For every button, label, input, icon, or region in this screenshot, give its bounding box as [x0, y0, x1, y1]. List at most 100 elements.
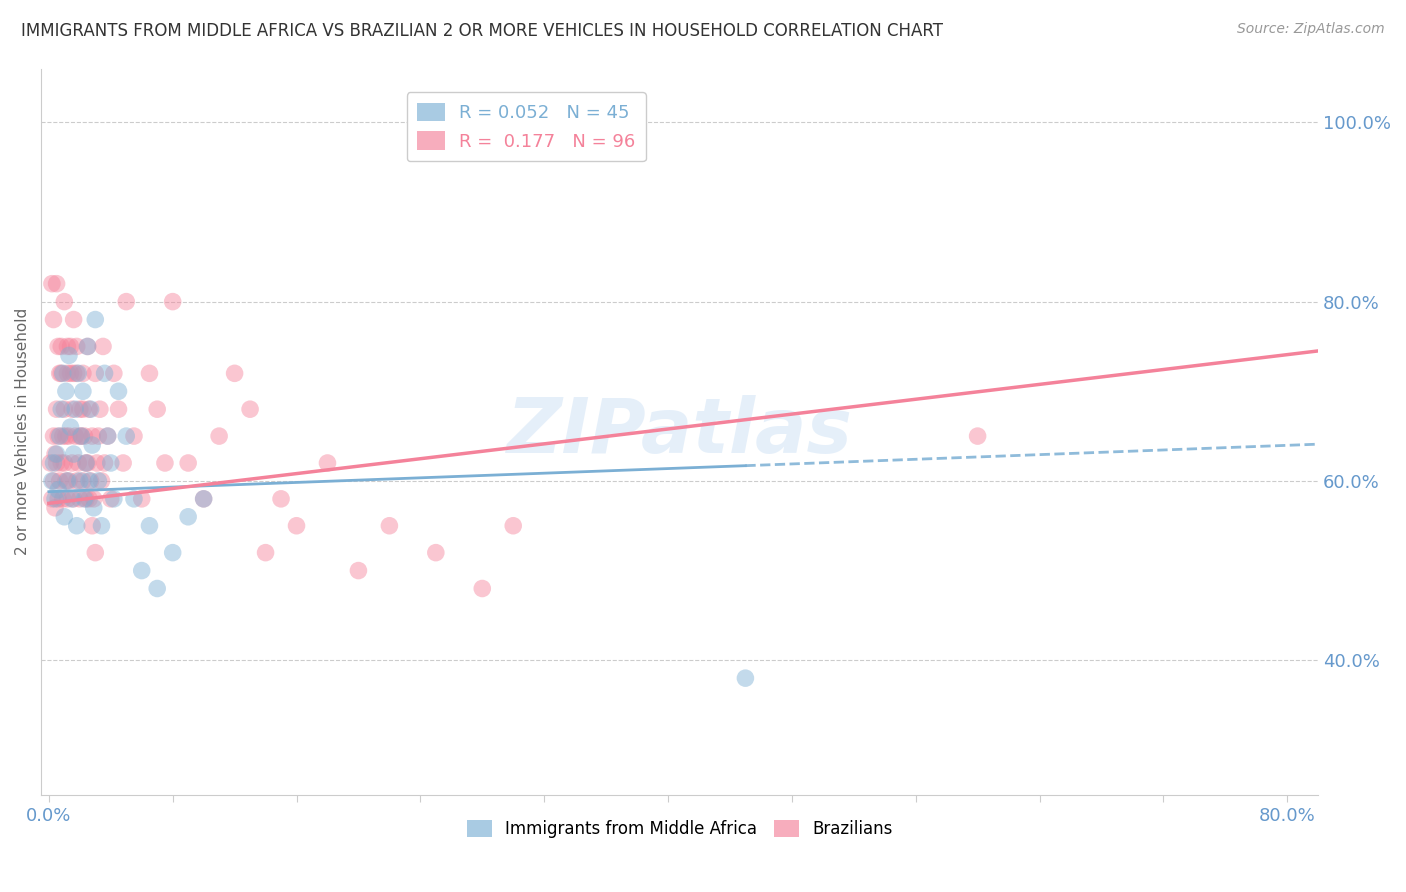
- Point: [58, 474, 80, 488]
- Point: [83, 491, 105, 506]
- Text: Source: ZipAtlas.com: Source: ZipAtlas.com: [1237, 22, 1385, 37]
- Point: [39, 456, 62, 470]
- Point: [75, 456, 97, 470]
- Point: [79, 474, 101, 488]
- Point: [77, 402, 100, 417]
- Point: [46, 429, 69, 443]
- Point: [52, 367, 75, 381]
- Point: [53, 402, 76, 417]
- Point: [53, 294, 76, 309]
- Point: [77, 474, 100, 488]
- Point: [41, 474, 63, 488]
- Point: [51, 402, 73, 417]
- Point: [42, 429, 65, 443]
- Point: [55, 474, 77, 488]
- Point: [46, 483, 69, 497]
- Point: [70, 429, 93, 443]
- Point: [51, 339, 73, 353]
- Point: [59, 367, 82, 381]
- Point: [48, 474, 70, 488]
- Point: [73, 429, 96, 443]
- Point: [45, 277, 67, 291]
- Point: [60, 402, 83, 417]
- Point: [93, 456, 115, 470]
- Point: [51, 367, 73, 381]
- Point: [46, 491, 69, 506]
- Point: [46, 339, 69, 353]
- Point: [90, 474, 112, 488]
- Point: [138, 518, 160, 533]
- Point: [41, 491, 63, 506]
- Point: [56, 491, 79, 506]
- Point: [97, 429, 120, 443]
- Point: [66, 518, 89, 533]
- Point: [62, 367, 84, 381]
- Point: [103, 367, 125, 381]
- Point: [107, 402, 129, 417]
- Point: [285, 518, 308, 533]
- Point: [62, 447, 84, 461]
- Point: [177, 456, 200, 470]
- Point: [425, 546, 447, 560]
- Point: [45, 447, 67, 461]
- Point: [83, 500, 105, 515]
- Point: [115, 294, 138, 309]
- Point: [56, 367, 79, 381]
- Point: [44, 491, 66, 506]
- Point: [63, 402, 86, 417]
- Point: [86, 456, 108, 470]
- Point: [66, 367, 89, 381]
- Point: [72, 474, 94, 488]
- Point: [70, 429, 93, 443]
- Point: [42, 456, 65, 470]
- Text: ZIPatlas: ZIPatlas: [506, 394, 852, 468]
- Point: [48, 367, 70, 381]
- Point: [90, 518, 112, 533]
- Point: [131, 491, 153, 506]
- Point: [52, 429, 75, 443]
- Point: [193, 491, 215, 506]
- Point: [72, 384, 94, 399]
- Point: [60, 491, 83, 506]
- Point: [66, 474, 89, 488]
- Point: [75, 491, 97, 506]
- Point: [316, 456, 339, 470]
- Point: [53, 456, 76, 470]
- Point: [69, 491, 91, 506]
- Point: [270, 491, 292, 506]
- Point: [84, 546, 107, 560]
- Point: [131, 564, 153, 578]
- Point: [69, 402, 91, 417]
- Point: [55, 384, 77, 399]
- Point: [51, 456, 73, 470]
- Point: [41, 277, 63, 291]
- Point: [89, 402, 111, 417]
- Point: [60, 456, 83, 470]
- Point: [42, 312, 65, 326]
- Point: [93, 367, 115, 381]
- Point: [146, 582, 169, 596]
- Point: [177, 509, 200, 524]
- Point: [67, 456, 90, 470]
- Point: [97, 429, 120, 443]
- Point: [62, 312, 84, 326]
- Point: [72, 367, 94, 381]
- Point: [502, 518, 524, 533]
- Point: [82, 438, 104, 452]
- Point: [48, 429, 70, 443]
- Point: [84, 312, 107, 326]
- Point: [44, 447, 66, 461]
- Legend: Immigrants from Middle Africa, Brazilians: Immigrants from Middle Africa, Brazilian…: [460, 813, 900, 845]
- Point: [67, 367, 90, 381]
- Point: [75, 456, 97, 470]
- Point: [58, 429, 80, 443]
- Point: [122, 491, 145, 506]
- Point: [138, 367, 160, 381]
- Y-axis label: 2 or more Vehicles in Household: 2 or more Vehicles in Household: [15, 308, 30, 555]
- Point: [734, 671, 756, 685]
- Point: [59, 339, 82, 353]
- Point: [62, 491, 84, 506]
- Point: [112, 456, 135, 470]
- Point: [87, 474, 110, 488]
- Point: [378, 518, 401, 533]
